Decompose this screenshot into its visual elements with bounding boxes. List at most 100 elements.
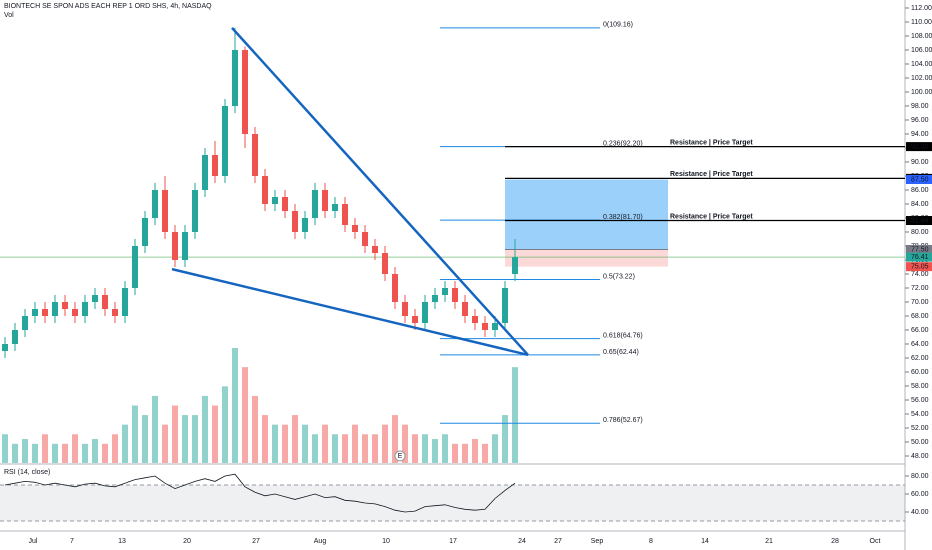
y-tick-label: 100.00 <box>911 89 932 96</box>
candle-body <box>292 211 298 232</box>
volume-bar <box>182 415 188 463</box>
candle-body <box>162 190 168 232</box>
resistance-label: Resistance | Price Target <box>670 213 753 220</box>
target-zone <box>505 179 668 250</box>
earnings-label: E <box>398 453 403 460</box>
y-tick-label: 106.00 <box>911 47 932 54</box>
candle-body <box>92 295 98 302</box>
candle-body <box>32 309 38 316</box>
candle-body <box>12 330 18 344</box>
price-badge-label: 81.64 <box>911 217 929 224</box>
volume-bar <box>12 443 18 463</box>
volume-bar <box>252 395 258 463</box>
volume-title: Vol <box>4 12 14 19</box>
candle-body <box>262 176 268 204</box>
x-tick-label: Sep <box>591 538 604 545</box>
y-tick-label: 66.00 <box>911 327 929 334</box>
price-badge-label: 87.50 <box>911 176 929 183</box>
y-tick-label: 74.00 <box>911 271 929 278</box>
volume-bar <box>332 434 338 463</box>
volume-bar <box>72 434 78 463</box>
x-tick-label: Oct <box>870 538 881 545</box>
y-tick-label: 52.00 <box>911 425 929 432</box>
candle-body <box>272 197 278 204</box>
volume-bar <box>402 424 408 463</box>
x-tick-label: 27 <box>252 538 260 545</box>
volume-bar <box>52 443 58 463</box>
candle-body <box>102 295 108 309</box>
x-tick-label: 24 <box>518 538 526 545</box>
rsi-band <box>0 485 905 521</box>
y-tick-label: 96.00 <box>911 117 929 124</box>
volume-bar <box>212 405 218 463</box>
volume-bar <box>412 434 418 463</box>
fib-label: 0.5(73.22) <box>603 273 635 280</box>
candle-body <box>42 309 48 316</box>
trendline <box>171 267 529 357</box>
volume-bar <box>42 434 48 463</box>
volume-bar <box>22 439 28 463</box>
volume-bar <box>472 439 478 463</box>
candle-body <box>512 257 518 274</box>
volume-bar <box>452 443 458 463</box>
y-tick-label: 54.00 <box>911 411 929 418</box>
x-tick-label: 21 <box>765 538 773 545</box>
y-tick-label: 68.00 <box>911 313 929 320</box>
candle-body <box>212 155 218 176</box>
volume-bar <box>262 415 268 463</box>
rsi-tick-label: 40.00 <box>911 509 929 516</box>
y-tick-label: 50.00 <box>911 439 929 446</box>
candle-body <box>432 295 438 302</box>
volume-bar <box>362 434 368 463</box>
y-tick-label: 104.00 <box>911 61 932 68</box>
resistance-label: Resistance | Price Target <box>670 139 753 146</box>
fib-label: 0.618(64.76) <box>603 333 643 340</box>
candle-body <box>282 197 288 211</box>
y-tick-label: 62.00 <box>911 355 929 362</box>
rsi-tick-label: 60.00 <box>911 491 929 498</box>
volume-bar <box>312 434 318 463</box>
volume-bar <box>372 434 378 463</box>
candle-body <box>312 190 318 218</box>
y-tick-label: 80.00 <box>911 229 929 236</box>
candle-body <box>112 309 118 316</box>
volume-bar <box>392 415 398 463</box>
volume-bar <box>92 439 98 463</box>
volume-bar <box>322 424 328 463</box>
x-tick-label: Jul <box>29 538 38 545</box>
x-tick-label: 13 <box>118 538 126 545</box>
volume-bar <box>422 434 428 463</box>
candle-body <box>372 246 378 253</box>
candle-body <box>482 323 488 330</box>
volume-bar <box>112 434 118 463</box>
candle-body <box>422 302 428 323</box>
candle-body <box>242 50 248 134</box>
candle-body <box>52 302 58 316</box>
volume-bar <box>282 424 288 463</box>
volume-bar <box>202 395 208 463</box>
volume-bar <box>462 443 468 463</box>
candle-body <box>412 316 418 323</box>
x-tick-label: 28 <box>831 538 839 545</box>
y-tick-label: 48.00 <box>911 453 929 460</box>
price-badge <box>906 142 932 152</box>
fib-label: 0.382(81.70) <box>603 214 643 221</box>
candle-body <box>332 204 338 211</box>
candle-body <box>302 218 308 232</box>
fib-label: 0.65(62.44) <box>603 349 639 356</box>
candle-body <box>202 155 208 190</box>
candle-body <box>502 288 508 323</box>
earnings-icon <box>394 450 406 462</box>
volume-bar <box>292 415 298 463</box>
price-badge <box>906 175 932 184</box>
y-tick-label: 98.00 <box>911 103 929 110</box>
y-tick-label: 102.00 <box>911 75 932 82</box>
candle-body <box>182 232 188 260</box>
volume-bar <box>512 367 518 463</box>
volume-bar <box>272 424 278 463</box>
candle-body <box>132 246 138 288</box>
fib-label: 0.786(52.67) <box>603 417 643 424</box>
y-tick-label: 94.00 <box>911 131 929 138</box>
volume-bar <box>482 443 488 463</box>
